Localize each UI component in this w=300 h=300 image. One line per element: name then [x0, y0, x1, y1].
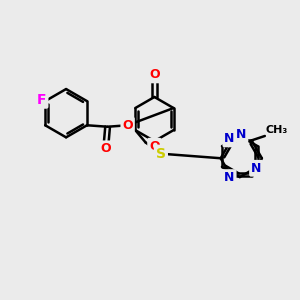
Text: N: N	[236, 128, 247, 141]
Text: O: O	[122, 119, 133, 132]
Text: F: F	[37, 93, 46, 106]
Text: S: S	[156, 147, 166, 161]
Text: N: N	[251, 162, 261, 175]
Text: N: N	[224, 171, 235, 184]
Text: CH₃: CH₃	[266, 125, 288, 135]
Text: N: N	[224, 132, 235, 146]
Text: O: O	[101, 142, 111, 155]
Text: O: O	[149, 140, 160, 153]
Text: O: O	[149, 68, 160, 81]
